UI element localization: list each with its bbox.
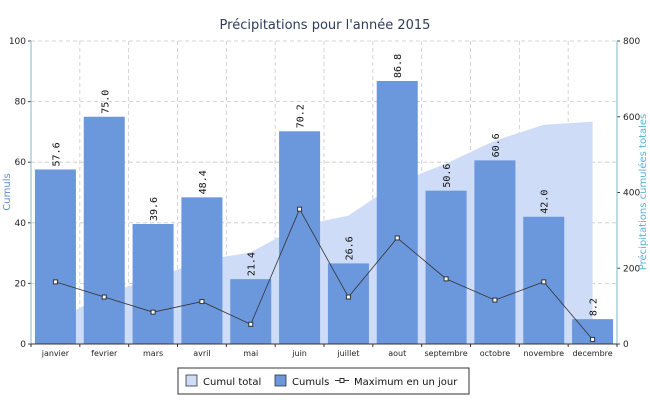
line-marker bbox=[541, 279, 547, 285]
bar-series bbox=[34, 80, 614, 344]
bar-aout bbox=[376, 80, 418, 344]
data-label: 50.6 bbox=[442, 164, 453, 188]
line-marker bbox=[394, 235, 400, 241]
y-tick-label-left: 60 bbox=[15, 158, 27, 168]
bar-juillet bbox=[327, 263, 369, 344]
data-label: 39.6 bbox=[149, 197, 160, 221]
x-tick-label: octobre bbox=[480, 349, 511, 358]
x-tick-label: decembre bbox=[572, 349, 612, 358]
bar-mars bbox=[132, 224, 174, 344]
x-tick-label: juin bbox=[291, 349, 307, 358]
data-label: 60.6 bbox=[491, 133, 502, 157]
y-tick-label-left: 100 bbox=[9, 37, 26, 47]
y-tick-label-left: 0 bbox=[20, 340, 26, 350]
data-label: 75.0 bbox=[100, 90, 111, 114]
bar-mai bbox=[230, 279, 272, 344]
legend-label-maximum: Maximum en un jour bbox=[354, 377, 458, 388]
line-marker bbox=[443, 276, 449, 282]
x-tick-label: juillet bbox=[336, 349, 359, 358]
bar-juin bbox=[279, 131, 321, 344]
bar-avril bbox=[181, 197, 223, 344]
x-tick-label: avril bbox=[193, 349, 210, 358]
x-tick-label: aout bbox=[388, 349, 406, 358]
legend-marker-maximum bbox=[339, 378, 345, 383]
line-marker bbox=[150, 309, 156, 315]
data-label: 57.6 bbox=[51, 142, 62, 166]
bar-octobre bbox=[474, 160, 516, 344]
line-marker bbox=[52, 279, 58, 285]
line-marker bbox=[101, 294, 107, 300]
bar-janvier bbox=[34, 169, 76, 344]
x-tick-label: mai bbox=[243, 349, 258, 358]
y-tick-label-right: 600 bbox=[623, 113, 640, 123]
x-tick-label: septembre bbox=[425, 349, 468, 358]
y-tick-label-left: 40 bbox=[15, 219, 27, 229]
legend-box bbox=[177, 367, 470, 395]
y-tick-label-right: 200 bbox=[623, 264, 640, 274]
x-tick-label: novembre bbox=[523, 349, 564, 358]
data-label: 21.4 bbox=[247, 252, 258, 276]
legend-swatch-cumul-total bbox=[185, 374, 198, 387]
data-label: 26.6 bbox=[344, 236, 355, 260]
y-axis-title-right: Précipitations cumulées totales bbox=[637, 114, 649, 271]
bar-fevrier bbox=[83, 116, 125, 344]
legend-swatch-cumuls bbox=[274, 374, 287, 387]
axes: 0 20 40 60 80 100 0 200 400 600 800 janvier fevrier m… bbox=[9, 37, 641, 358]
line-marker bbox=[297, 206, 303, 212]
y-tick-label-left: 20 bbox=[15, 279, 27, 289]
line-marker bbox=[492, 297, 498, 303]
x-tick-label: janvier bbox=[41, 349, 70, 358]
chart-title: Précipitations pour l'année 2015 bbox=[220, 18, 431, 33]
data-label: 42.0 bbox=[540, 190, 551, 214]
line-marker bbox=[199, 299, 205, 305]
legend: Cumul total Cumuls Maximum en un jour bbox=[177, 367, 470, 395]
line-marker bbox=[590, 336, 596, 342]
data-labels: 57.6 75.0 39.6 48.4 21.4 70.2 26.6 86.8 50.6 60.6… bbox=[51, 54, 599, 316]
line-maximum-en-un-jour bbox=[55, 208, 593, 340]
line-marker bbox=[345, 294, 351, 300]
x-tick-label: fevrier bbox=[91, 349, 118, 358]
x-tick-label: mars bbox=[143, 349, 163, 358]
legend-label-cumuls: Cumuls bbox=[292, 377, 329, 388]
line-marker bbox=[248, 321, 254, 327]
data-label: 70.2 bbox=[296, 104, 307, 128]
y-tick-label-right: 400 bbox=[623, 189, 640, 199]
y-axis-title-left: Cumuls bbox=[2, 173, 13, 210]
data-label: 8.2 bbox=[589, 298, 600, 316]
y-tick-label-right: 800 bbox=[623, 37, 640, 47]
y-tick-label-left: 80 bbox=[15, 98, 27, 108]
data-label: 48.4 bbox=[198, 170, 209, 194]
y-tick-label-right: 0 bbox=[623, 340, 629, 350]
legend-label-cumul-total: Cumul total bbox=[203, 377, 261, 388]
line-series bbox=[52, 206, 596, 342]
data-label: 86.8 bbox=[393, 54, 404, 78]
